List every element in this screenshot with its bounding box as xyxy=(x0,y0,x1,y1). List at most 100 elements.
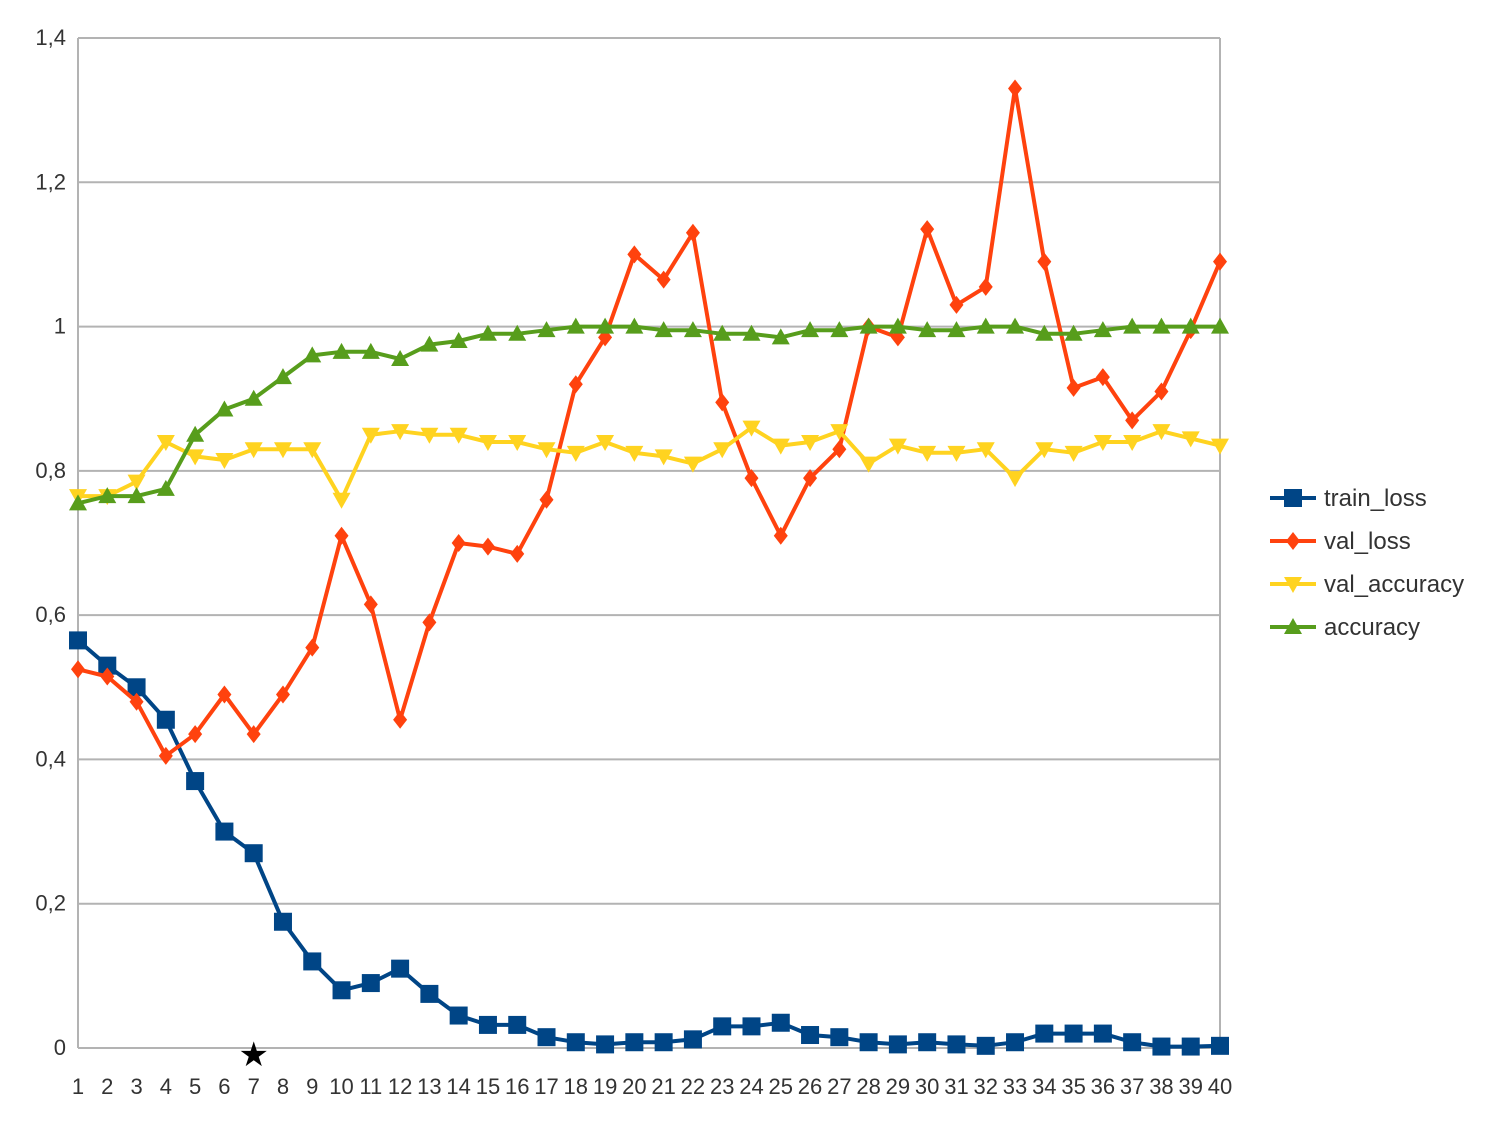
data-point-train_loss xyxy=(596,1035,615,1054)
x-tick-label: 40 xyxy=(1208,1074,1232,1099)
x-tick-label: 8 xyxy=(277,1074,289,1099)
x-tick-label: 12 xyxy=(388,1074,412,1099)
data-point-accuracy xyxy=(976,317,995,334)
data-point-val_accuracy xyxy=(771,438,790,455)
data-point-val_loss xyxy=(275,685,290,704)
x-tick-label: 6 xyxy=(218,1074,230,1099)
data-point-train_loss xyxy=(1123,1033,1142,1052)
y-tick-label: 0,6 xyxy=(35,602,66,627)
data-point-val_loss xyxy=(1125,411,1140,430)
legend-swatch-marker xyxy=(1284,618,1302,634)
data-point-accuracy xyxy=(303,346,322,363)
data-point-accuracy xyxy=(391,350,410,367)
data-point-accuracy xyxy=(449,332,468,348)
data-point-val_loss xyxy=(832,440,847,459)
data-point-val_accuracy xyxy=(391,424,410,441)
annotations: ★ xyxy=(238,1035,268,1075)
legend-item-train_loss: train_loss xyxy=(1270,485,1427,512)
data-point-val_loss xyxy=(685,223,700,242)
data-point-val_accuracy xyxy=(332,492,351,509)
data-point-val_loss xyxy=(158,746,173,765)
data-point-train_loss xyxy=(947,1035,966,1054)
data-point-val_loss xyxy=(188,725,203,744)
x-tick-label: 19 xyxy=(593,1074,617,1099)
data-point-val_loss xyxy=(627,245,642,264)
x-tick-label: 37 xyxy=(1120,1074,1144,1099)
data-point-val_accuracy xyxy=(186,449,205,466)
grid-lines xyxy=(78,37,1220,1049)
x-tick-label: 31 xyxy=(944,1074,968,1099)
x-tick-label: 26 xyxy=(798,1074,822,1099)
data-point-train_loss xyxy=(976,1036,995,1055)
x-tick-label: 4 xyxy=(160,1074,172,1099)
data-point-accuracy xyxy=(596,317,615,334)
data-point-val_loss xyxy=(1066,378,1081,397)
data-point-val_accuracy xyxy=(478,435,497,451)
x-tick-label: 14 xyxy=(446,1074,470,1099)
data-point-train_loss xyxy=(654,1033,673,1052)
legend-item-val_accuracy: val_accuracy xyxy=(1270,571,1464,598)
data-point-train_loss xyxy=(1152,1037,1171,1056)
data-point-train_loss xyxy=(215,822,234,841)
data-point-val_accuracy xyxy=(1064,445,1083,462)
x-tick-label: 5 xyxy=(189,1074,201,1099)
x-tick-label: 21 xyxy=(651,1074,675,1099)
legend-swatch-marker xyxy=(1286,532,1300,550)
data-point-val_loss xyxy=(773,526,788,545)
x-tick-label: 28 xyxy=(856,1074,880,1099)
data-point-accuracy xyxy=(478,324,497,341)
data-point-train_loss xyxy=(742,1017,761,1036)
data-point-val_loss xyxy=(451,534,466,552)
data-point-val_loss xyxy=(1008,79,1023,98)
legend-item-val_loss: val_loss xyxy=(1270,528,1411,555)
data-point-val_loss xyxy=(715,393,730,412)
data-point-accuracy xyxy=(186,425,205,442)
series-accuracy xyxy=(69,317,1229,511)
data-point-train_loss xyxy=(830,1028,849,1047)
data-point-val_loss xyxy=(803,469,818,488)
data-point-accuracy xyxy=(98,487,117,504)
data-point-accuracy xyxy=(1152,317,1171,334)
data-point-train_loss xyxy=(888,1035,907,1054)
data-point-accuracy xyxy=(537,321,556,338)
x-tick-label: 29 xyxy=(886,1074,910,1099)
x-tick-label: 30 xyxy=(915,1074,939,1099)
data-point-val_accuracy xyxy=(1211,438,1229,455)
x-tick-label: 33 xyxy=(1003,1074,1027,1099)
data-point-accuracy xyxy=(215,400,234,417)
data-point-val_loss xyxy=(129,692,144,711)
data-point-accuracy xyxy=(1093,321,1112,338)
y-tick-label: 1 xyxy=(54,314,66,339)
data-point-val_accuracy xyxy=(508,435,527,451)
x-tick-label: 32 xyxy=(974,1074,998,1099)
series-line-val_loss xyxy=(77,86,1222,758)
data-point-train_loss xyxy=(98,656,117,675)
data-point-accuracy xyxy=(127,487,146,504)
data-point-val_accuracy xyxy=(596,435,615,451)
legend-label: val_loss xyxy=(1324,528,1411,555)
y-tick-label: 1,2 xyxy=(35,169,66,194)
y-tick-labels: 0 0,2 0,4 0,6 0,8 1 1,2 1,4 xyxy=(35,25,66,1060)
x-tick-label: 25 xyxy=(769,1074,793,1099)
legend: train_loss val_loss val_accuracy accuracy xyxy=(1270,485,1464,641)
data-point-accuracy xyxy=(771,328,790,345)
x-tick-label: 35 xyxy=(1061,1074,1085,1099)
data-point-train_loss xyxy=(1035,1024,1054,1043)
data-point-val_loss xyxy=(246,725,261,744)
legend-label: accuracy xyxy=(1324,614,1420,641)
data-point-val_loss xyxy=(363,595,378,614)
x-tick-label: 38 xyxy=(1149,1074,1173,1099)
data-point-val_loss xyxy=(393,710,408,729)
data-point-val_loss xyxy=(1037,252,1052,271)
data-point-val_loss xyxy=(480,537,495,556)
data-point-train_loss xyxy=(508,1015,527,1034)
x-tick-labels: 1 2 3 4 5 6 7 8 9 10 11 12 13 14 15 16 17 18 19 20 21 22 23 24 2… xyxy=(72,1074,1232,1099)
data-point-train_loss xyxy=(625,1033,644,1052)
legend-swatch-marker xyxy=(1284,577,1302,593)
data-point-val_loss xyxy=(1095,368,1110,387)
data-point-val_loss xyxy=(510,544,525,563)
data-point-val_accuracy xyxy=(625,445,644,462)
series-line-train_loss xyxy=(76,638,1221,1049)
data-point-accuracy xyxy=(713,324,732,341)
data-point-val_accuracy xyxy=(1006,471,1025,488)
